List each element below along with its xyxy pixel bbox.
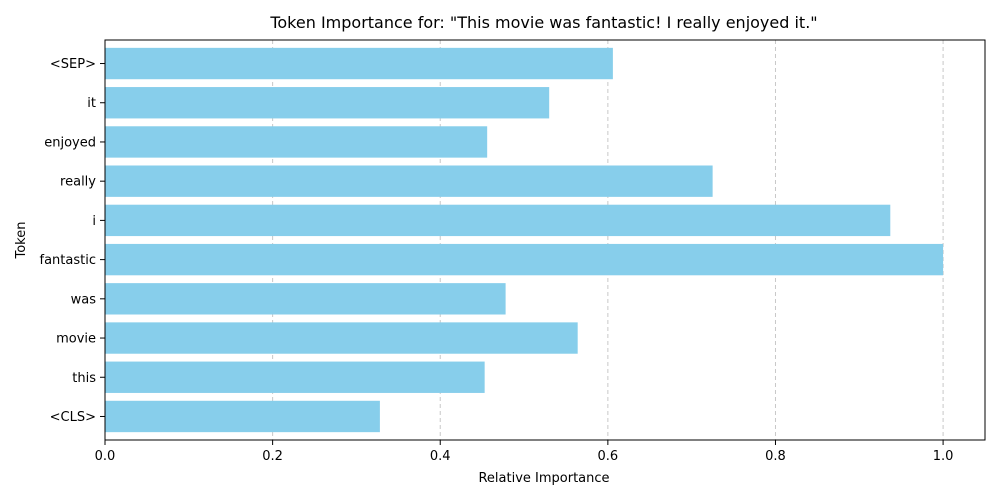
bar xyxy=(105,165,713,197)
bar xyxy=(105,283,506,315)
y-tick-label: enjoyed xyxy=(44,135,96,150)
bar xyxy=(105,243,944,276)
bar xyxy=(105,204,891,237)
x-tick-label: 0.2 xyxy=(262,449,283,464)
x-tick-label: 1.0 xyxy=(933,449,954,464)
y-tick-label: this xyxy=(72,371,96,386)
x-axis-label: Relative Importance xyxy=(478,471,609,486)
bars xyxy=(105,47,944,433)
y-tick-label: fantastic xyxy=(40,253,96,268)
x-tick-label: 0.6 xyxy=(598,449,619,464)
bar xyxy=(105,322,578,354)
bar xyxy=(105,126,488,158)
y-tick-label: <SEP> xyxy=(50,57,96,72)
x-tick-label: 0.4 xyxy=(430,449,451,464)
y-axis-ticks: <CLS> this movie was fantastic i really enjoyed… xyxy=(40,57,105,425)
bar xyxy=(105,400,380,433)
x-tick-label: 0.0 xyxy=(95,449,116,464)
y-tick-label: i xyxy=(92,214,96,229)
y-tick-label: it xyxy=(87,96,96,111)
plot-frame xyxy=(104,39,986,441)
bar xyxy=(105,361,485,393)
y-tick-label: really xyxy=(60,175,96,190)
y-tick-label: was xyxy=(71,292,97,307)
x-axis-ticks: 0.0 0.2 0.4 0.6 0.8 1.0 xyxy=(95,440,954,464)
y-axis-label: Token xyxy=(14,222,29,260)
chart-title: Token Importance for: "This movie was fa… xyxy=(269,13,817,32)
bar xyxy=(105,87,550,119)
bar xyxy=(105,47,613,80)
y-tick-label: <CLS> xyxy=(50,410,96,425)
y-tick-label: movie xyxy=(56,332,96,347)
x-tick-label: 0.8 xyxy=(765,449,786,464)
